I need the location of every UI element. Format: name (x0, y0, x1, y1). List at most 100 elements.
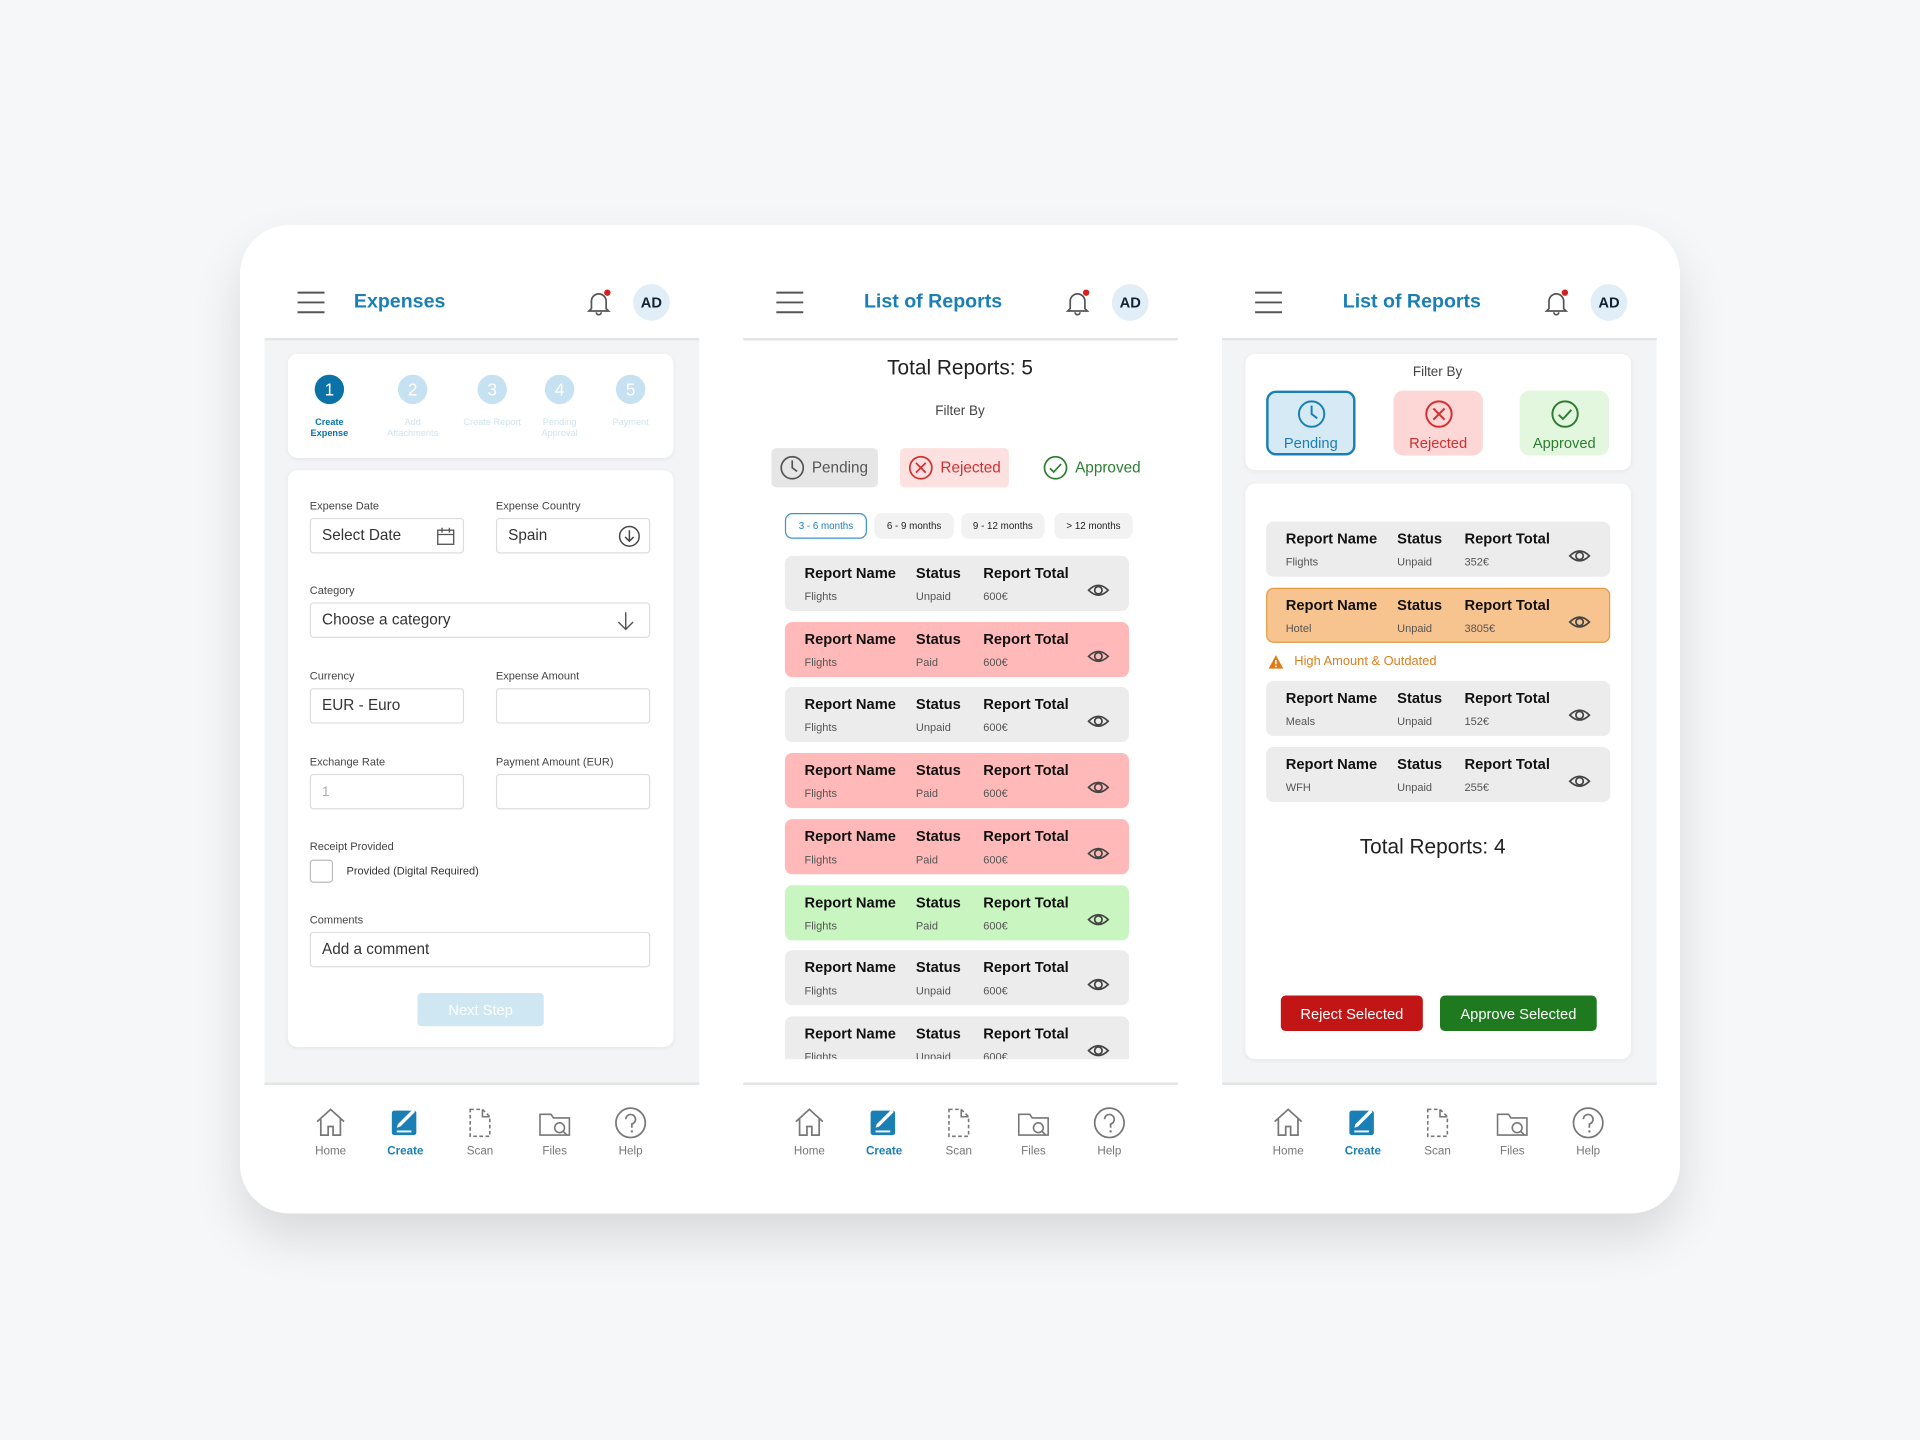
view-button[interactable] (1567, 771, 1591, 791)
filter-label: Filter By (935, 404, 985, 419)
avatar-initials: AD (1598, 293, 1620, 312)
view-button[interactable] (1567, 705, 1591, 725)
total-reports: Total Reports: 4 (1359, 835, 1506, 859)
nav-icon[interactable] (1420, 1106, 1454, 1140)
nav-label: Create (865, 1144, 903, 1158)
nav-icon[interactable] (1092, 1106, 1126, 1140)
dropdown-icon[interactable] (618, 525, 640, 547)
nav-icon[interactable] (313, 1106, 347, 1140)
column-header: Status (1397, 755, 1443, 773)
step-number: 4 (554, 379, 565, 400)
avatar[interactable] (1590, 284, 1628, 321)
dropdown-icon[interactable] (616, 609, 636, 631)
step-label: Create Expense (310, 416, 349, 439)
input-field[interactable] (309, 931, 651, 968)
menu-button[interactable] (1254, 290, 1283, 314)
filter-button[interactable] (900, 448, 1009, 488)
period-label: 6 - 9 months (886, 519, 942, 531)
nav-icon[interactable] (1571, 1106, 1605, 1140)
nav-icon[interactable] (1346, 1106, 1380, 1140)
nav-icon[interactable] (538, 1106, 572, 1140)
input-field[interactable] (309, 602, 651, 638)
view-button[interactable] (1567, 546, 1591, 566)
screen-title: List of Reports (1342, 291, 1481, 313)
steps-card (287, 353, 674, 458)
notification-bell[interactable] (1544, 289, 1569, 316)
nav-divider (743, 1082, 1178, 1085)
input-field[interactable] (309, 688, 465, 724)
nav-label: Scan (466, 1144, 494, 1158)
field-label: Currency (309, 669, 355, 683)
nav-icon[interactable] (1016, 1106, 1050, 1140)
input-field[interactable] (309, 773, 465, 810)
step-circle (397, 374, 428, 405)
report-row[interactable] (1266, 746, 1611, 803)
input-value: Spain (508, 526, 548, 544)
avatar-initials: AD (1119, 293, 1141, 312)
filter-button[interactable] (771, 448, 878, 488)
avatar[interactable] (1111, 284, 1149, 321)
checkbox[interactable] (309, 859, 334, 883)
nav-label: Scan (1424, 1144, 1451, 1158)
column-header: Report Name (1285, 596, 1378, 614)
period-chip[interactable] (961, 513, 1045, 539)
avatar[interactable] (633, 284, 670, 321)
warning-text: High Amount & Outdated (1294, 653, 1437, 668)
nav-divider (264, 1082, 700, 1085)
field-label: Category (309, 584, 355, 597)
screen-title: List of Reports (863, 291, 1003, 313)
period-chip[interactable] (784, 513, 867, 539)
period-chip[interactable] (874, 513, 954, 539)
nav-icon[interactable] (613, 1106, 647, 1140)
nav-icon[interactable] (867, 1106, 901, 1140)
filter-text: Approved (1532, 434, 1596, 452)
step-number: 1 (324, 379, 335, 400)
filter-text: Pending (1283, 434, 1338, 452)
report-row[interactable] (1266, 587, 1611, 643)
input-field[interactable] (495, 517, 651, 554)
step-circle (615, 374, 646, 405)
report-row[interactable] (1266, 680, 1611, 736)
report-name: WFH (1285, 781, 1311, 794)
input-field[interactable] (495, 688, 651, 724)
nav-label: Files (1021, 1144, 1046, 1158)
period-chip[interactable] (1054, 513, 1133, 539)
menu-button[interactable] (296, 290, 325, 314)
notification-bell[interactable] (586, 289, 611, 316)
report-total: 152€ (1464, 715, 1490, 728)
period-label: > 12 months (1066, 519, 1121, 531)
filter-text: Approved (1075, 458, 1141, 476)
calendar-icon[interactable] (436, 526, 456, 546)
action-button[interactable] (1280, 995, 1423, 1032)
action-button[interactable] (1440, 995, 1597, 1032)
input-field[interactable] (495, 773, 651, 810)
nav-icon[interactable] (1271, 1106, 1305, 1140)
column-header: Status (1397, 530, 1443, 548)
header-divider (264, 337, 700, 341)
notification-bell[interactable] (1065, 289, 1090, 316)
filter-icon (780, 455, 805, 480)
field-label: Comments (309, 913, 364, 926)
nav-label: Files (542, 1144, 567, 1158)
column-header: Report Name (1285, 755, 1378, 773)
menu-button[interactable] (775, 290, 804, 314)
step-label: Create Report (463, 416, 522, 428)
filter-label: Filter By (1412, 364, 1463, 380)
filter-icon (1297, 400, 1325, 428)
nav-label: Home (793, 1144, 825, 1158)
nav-icon[interactable] (1495, 1106, 1529, 1140)
nav-label: Scan (945, 1144, 973, 1158)
nav-icon[interactable] (463, 1106, 497, 1140)
report-status: Unpaid (1397, 622, 1433, 635)
nav-icon[interactable] (942, 1106, 976, 1140)
total-reports: Total Reports: 5 (887, 356, 1033, 380)
step-number: 3 (487, 379, 498, 400)
filter-icon (1043, 455, 1068, 480)
nav-icon[interactable] (792, 1106, 826, 1140)
report-name: Meals (1285, 715, 1316, 728)
view-button[interactable] (1567, 612, 1591, 632)
report-row[interactable] (1266, 521, 1611, 577)
nav-icon[interactable] (388, 1106, 422, 1140)
column-header: Report Total (1464, 689, 1550, 707)
next-step-button[interactable] (417, 993, 544, 1027)
